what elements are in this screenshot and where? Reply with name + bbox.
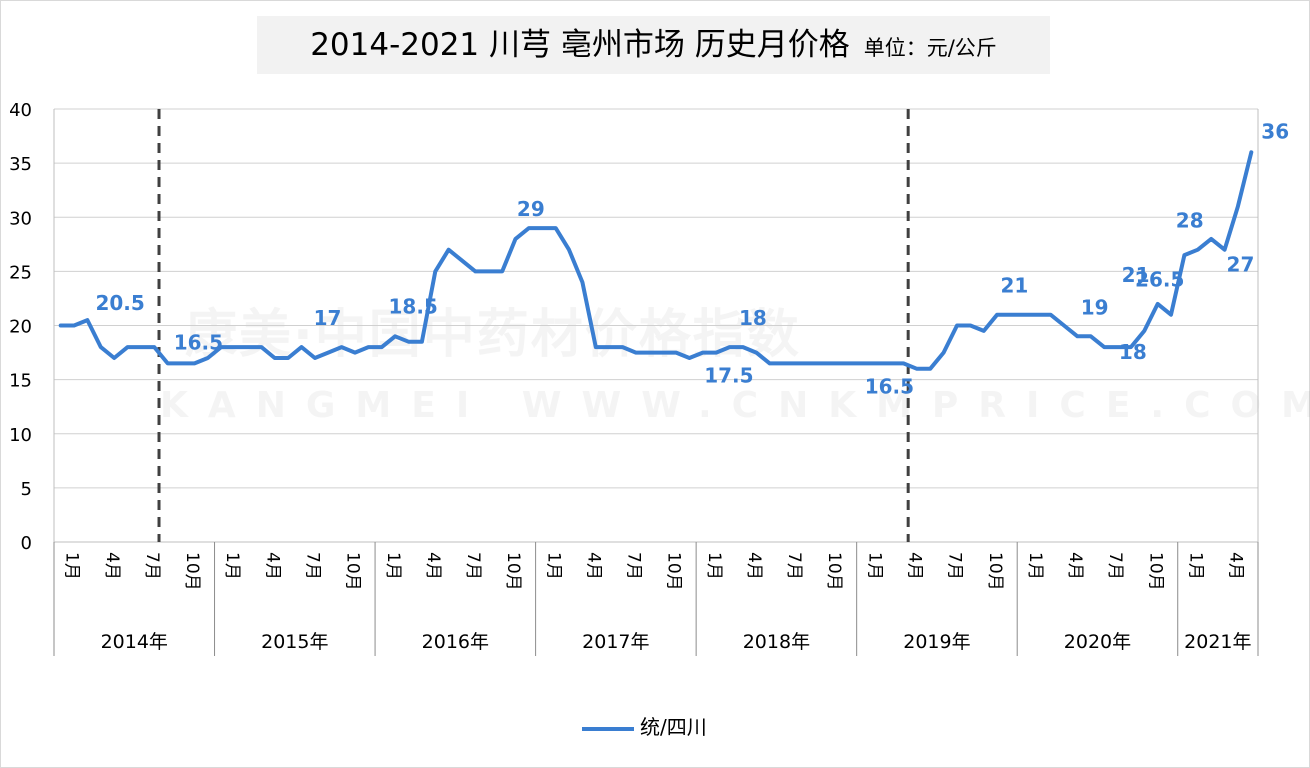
month-tick-label: 4月 [1226, 552, 1246, 580]
month-tick-label: 10月 [824, 552, 844, 591]
month-tick-label: 7月 [1105, 552, 1125, 580]
data-label: 18.5 [389, 295, 438, 319]
month-tick-label: 10月 [664, 552, 684, 591]
data-label: 26.5 [1135, 268, 1184, 292]
data-label: 16.5 [865, 374, 914, 398]
month-tick-label: 7月 [463, 552, 483, 580]
data-label: 17 [314, 306, 342, 330]
watermark-url: KANGMEI WWW.CNKMPRICE.COM [160, 385, 1310, 426]
month-tick-label: 1月 [1185, 552, 1205, 580]
month-tick-label: 10月 [343, 552, 363, 591]
data-label: 18 [1119, 340, 1147, 364]
data-label: 27 [1227, 253, 1255, 277]
y-tick-label: 25 [9, 262, 32, 283]
month-tick-label: 1月 [704, 552, 724, 580]
month-tick-label: 1月 [1025, 552, 1045, 580]
month-tick-label: 1月 [62, 552, 82, 580]
month-tick-label: 4月 [583, 552, 603, 580]
month-tick-label: 4月 [1065, 552, 1085, 580]
data-label: 29 [517, 197, 545, 221]
year-label: 2021年 [1184, 631, 1251, 653]
month-tick-label: 7月 [945, 552, 965, 580]
y-tick-label: 5 [21, 479, 32, 500]
month-tick-label: 1月 [222, 552, 242, 580]
chart-title-main: 2014-2021 川芎 亳州市场 历史月价格 [310, 27, 850, 63]
y-tick-label: 0 [21, 533, 32, 554]
data-label: 17.5 [704, 364, 753, 388]
legend-swatch [582, 726, 634, 731]
year-label: 2014年 [101, 631, 168, 653]
y-tick-label: 20 [9, 317, 32, 338]
month-tick-label: 4月 [262, 552, 282, 580]
month-tick-label: 7月 [784, 552, 804, 580]
data-label: 16.5 [174, 330, 223, 354]
month-tick-label: 10月 [503, 552, 523, 591]
month-tick-label: 1月 [383, 552, 403, 580]
year-label: 2020年 [1064, 631, 1131, 653]
month-tick-label: 10月 [182, 552, 202, 591]
series-line [58, 150, 1254, 371]
month-tick-label: 4月 [744, 552, 764, 580]
y-tick-label: 40 [9, 100, 32, 121]
year-label: 2015年 [261, 631, 328, 653]
data-label: 21 [1122, 263, 1150, 287]
month-tick-label: 10月 [1145, 552, 1165, 591]
chart-title-box: 2014-2021 川芎 亳州市场 历史月价格 单位：元/公斤 [257, 16, 1050, 74]
data-label: 28 [1176, 209, 1204, 233]
data-label: 18 [739, 306, 767, 330]
y-tick-label: 15 [9, 371, 32, 392]
month-tick-label: 10月 [985, 552, 1005, 591]
year-label: 2019年 [903, 631, 970, 653]
month-tick-label: 7月 [624, 552, 644, 580]
data-label: 21 [1001, 274, 1029, 298]
y-tick-label: 35 [9, 154, 32, 175]
month-tick-label: 7月 [142, 552, 162, 580]
chart-title-unit: 单位：元/公斤 [863, 36, 997, 60]
legend-label: 统/四川 [640, 715, 707, 739]
year-label: 2016年 [422, 631, 489, 653]
y-tick-label: 30 [9, 208, 32, 229]
month-tick-label: 4月 [423, 552, 443, 580]
month-tick-label: 4月 [904, 552, 924, 580]
chart-title: 2014-2021 川芎 亳州市场 历史月价格 单位：元/公斤 [257, 16, 1050, 74]
year-label: 2018年 [743, 631, 810, 653]
y-tick-label: 10 [9, 425, 32, 446]
year-label: 2017年 [582, 631, 649, 653]
month-tick-label: 1月 [543, 552, 563, 580]
month-tick-label: 4月 [102, 552, 122, 580]
month-tick-label: 1月 [864, 552, 884, 580]
data-label: 20.5 [95, 291, 144, 315]
month-tick-label: 7月 [302, 552, 322, 580]
data-label: 36 [1261, 119, 1289, 143]
legend: 统/四川 [582, 712, 707, 742]
data-label: 19 [1081, 295, 1109, 319]
